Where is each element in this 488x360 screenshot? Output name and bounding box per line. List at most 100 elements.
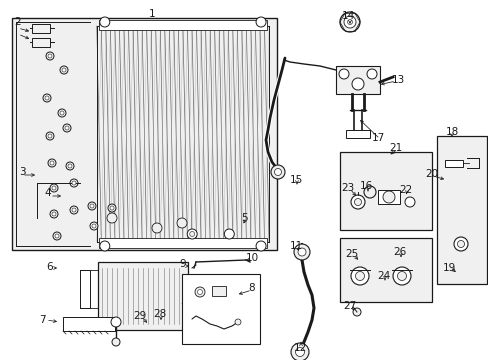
Circle shape bbox=[60, 66, 68, 74]
Circle shape bbox=[65, 126, 69, 130]
Bar bbox=[377, 190, 399, 204]
Text: 25: 25 bbox=[345, 249, 358, 259]
Text: 17: 17 bbox=[370, 133, 384, 143]
Circle shape bbox=[404, 197, 414, 207]
Circle shape bbox=[189, 231, 194, 237]
Circle shape bbox=[397, 271, 406, 280]
Circle shape bbox=[50, 210, 58, 218]
Bar bbox=[32, 38, 50, 47]
Circle shape bbox=[382, 191, 394, 203]
Circle shape bbox=[350, 267, 368, 285]
Circle shape bbox=[187, 229, 197, 239]
Text: 2: 2 bbox=[15, 17, 21, 27]
Text: 5: 5 bbox=[240, 213, 247, 223]
Circle shape bbox=[112, 338, 120, 346]
Circle shape bbox=[70, 206, 78, 214]
Circle shape bbox=[52, 186, 56, 190]
Bar bbox=[12, 18, 276, 250]
Circle shape bbox=[457, 240, 464, 248]
Bar bbox=[182, 274, 260, 344]
Circle shape bbox=[352, 308, 360, 316]
Bar bbox=[63, 317, 115, 331]
Circle shape bbox=[350, 195, 364, 209]
Circle shape bbox=[453, 237, 467, 251]
Text: 4: 4 bbox=[44, 188, 51, 198]
Bar bbox=[98, 262, 187, 330]
Circle shape bbox=[195, 287, 204, 297]
Circle shape bbox=[100, 241, 110, 251]
Circle shape bbox=[366, 69, 376, 79]
Circle shape bbox=[177, 218, 186, 228]
Circle shape bbox=[270, 165, 285, 179]
Text: 9: 9 bbox=[179, 259, 186, 269]
Circle shape bbox=[293, 244, 309, 260]
Bar bbox=[99, 238, 266, 248]
Text: 8: 8 bbox=[248, 283, 255, 293]
Circle shape bbox=[197, 289, 202, 294]
Text: 10: 10 bbox=[245, 253, 258, 263]
Circle shape bbox=[363, 186, 375, 198]
Circle shape bbox=[88, 202, 96, 210]
Circle shape bbox=[235, 319, 241, 325]
Circle shape bbox=[55, 234, 59, 238]
Circle shape bbox=[92, 224, 96, 228]
Circle shape bbox=[108, 204, 116, 212]
Text: 21: 21 bbox=[388, 143, 402, 153]
Bar bbox=[80, 270, 90, 308]
Circle shape bbox=[43, 94, 51, 102]
Circle shape bbox=[48, 159, 56, 167]
Text: 3: 3 bbox=[19, 167, 25, 177]
Circle shape bbox=[343, 16, 355, 28]
Circle shape bbox=[45, 96, 49, 100]
Circle shape bbox=[107, 213, 117, 223]
Text: 23: 23 bbox=[341, 183, 354, 193]
Circle shape bbox=[48, 54, 52, 58]
Text: 22: 22 bbox=[399, 185, 412, 195]
Text: 16: 16 bbox=[359, 181, 372, 191]
Circle shape bbox=[290, 343, 308, 360]
Circle shape bbox=[70, 179, 78, 187]
Circle shape bbox=[90, 222, 98, 230]
Circle shape bbox=[50, 161, 54, 165]
Text: 12: 12 bbox=[293, 343, 306, 353]
Circle shape bbox=[224, 229, 234, 239]
Circle shape bbox=[256, 17, 265, 27]
Circle shape bbox=[46, 52, 54, 60]
Circle shape bbox=[50, 184, 58, 192]
Circle shape bbox=[90, 204, 94, 208]
Bar bbox=[346, 130, 369, 138]
Circle shape bbox=[52, 212, 56, 216]
Circle shape bbox=[338, 69, 348, 79]
Text: 15: 15 bbox=[289, 175, 302, 185]
Circle shape bbox=[48, 134, 52, 138]
Circle shape bbox=[72, 181, 76, 185]
Bar bbox=[99, 20, 266, 30]
Text: 13: 13 bbox=[390, 75, 404, 85]
Circle shape bbox=[354, 198, 361, 206]
Text: 27: 27 bbox=[343, 301, 356, 311]
Text: 26: 26 bbox=[392, 247, 406, 257]
Circle shape bbox=[46, 132, 54, 140]
Text: 6: 6 bbox=[46, 262, 53, 272]
Bar bbox=[339, 152, 431, 230]
Text: 1: 1 bbox=[148, 9, 155, 19]
Text: 7: 7 bbox=[39, 315, 45, 325]
Circle shape bbox=[256, 241, 265, 251]
Circle shape bbox=[110, 206, 114, 210]
Text: 28: 28 bbox=[153, 309, 166, 319]
Circle shape bbox=[72, 208, 76, 212]
Text: 18: 18 bbox=[445, 127, 458, 137]
Text: 24: 24 bbox=[377, 271, 390, 281]
Bar bbox=[212, 286, 225, 296]
Circle shape bbox=[351, 78, 363, 90]
Circle shape bbox=[100, 17, 110, 27]
Circle shape bbox=[63, 124, 71, 132]
Circle shape bbox=[68, 164, 72, 168]
Circle shape bbox=[111, 317, 121, 327]
Bar bbox=[335, 66, 379, 94]
Circle shape bbox=[295, 347, 304, 356]
Circle shape bbox=[355, 271, 364, 280]
Circle shape bbox=[66, 162, 74, 170]
Bar bbox=[436, 136, 486, 284]
Text: 29: 29 bbox=[133, 311, 146, 321]
